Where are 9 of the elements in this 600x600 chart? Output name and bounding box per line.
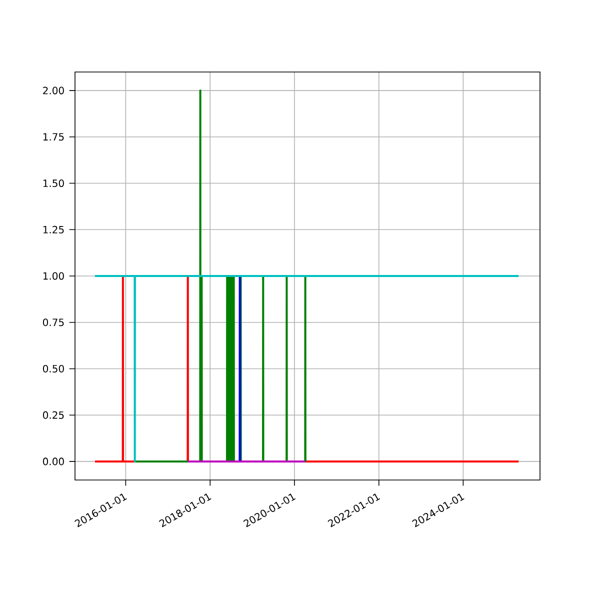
y-tick-label: 0.00 — [43, 458, 64, 466]
y-tick-label: 1.75 — [43, 133, 64, 141]
y-tick-label: 1.25 — [43, 226, 64, 234]
y-tick-label: 1.50 — [43, 179, 64, 188]
y-tick-label: 2.00 — [43, 86, 64, 94]
y-tick-label: 0.75 — [43, 318, 64, 326]
y-tick-label: 0.25 — [43, 411, 64, 419]
y-tick-label: 1.00 — [43, 272, 64, 280]
y-tick-label: 0.50 — [43, 364, 64, 373]
